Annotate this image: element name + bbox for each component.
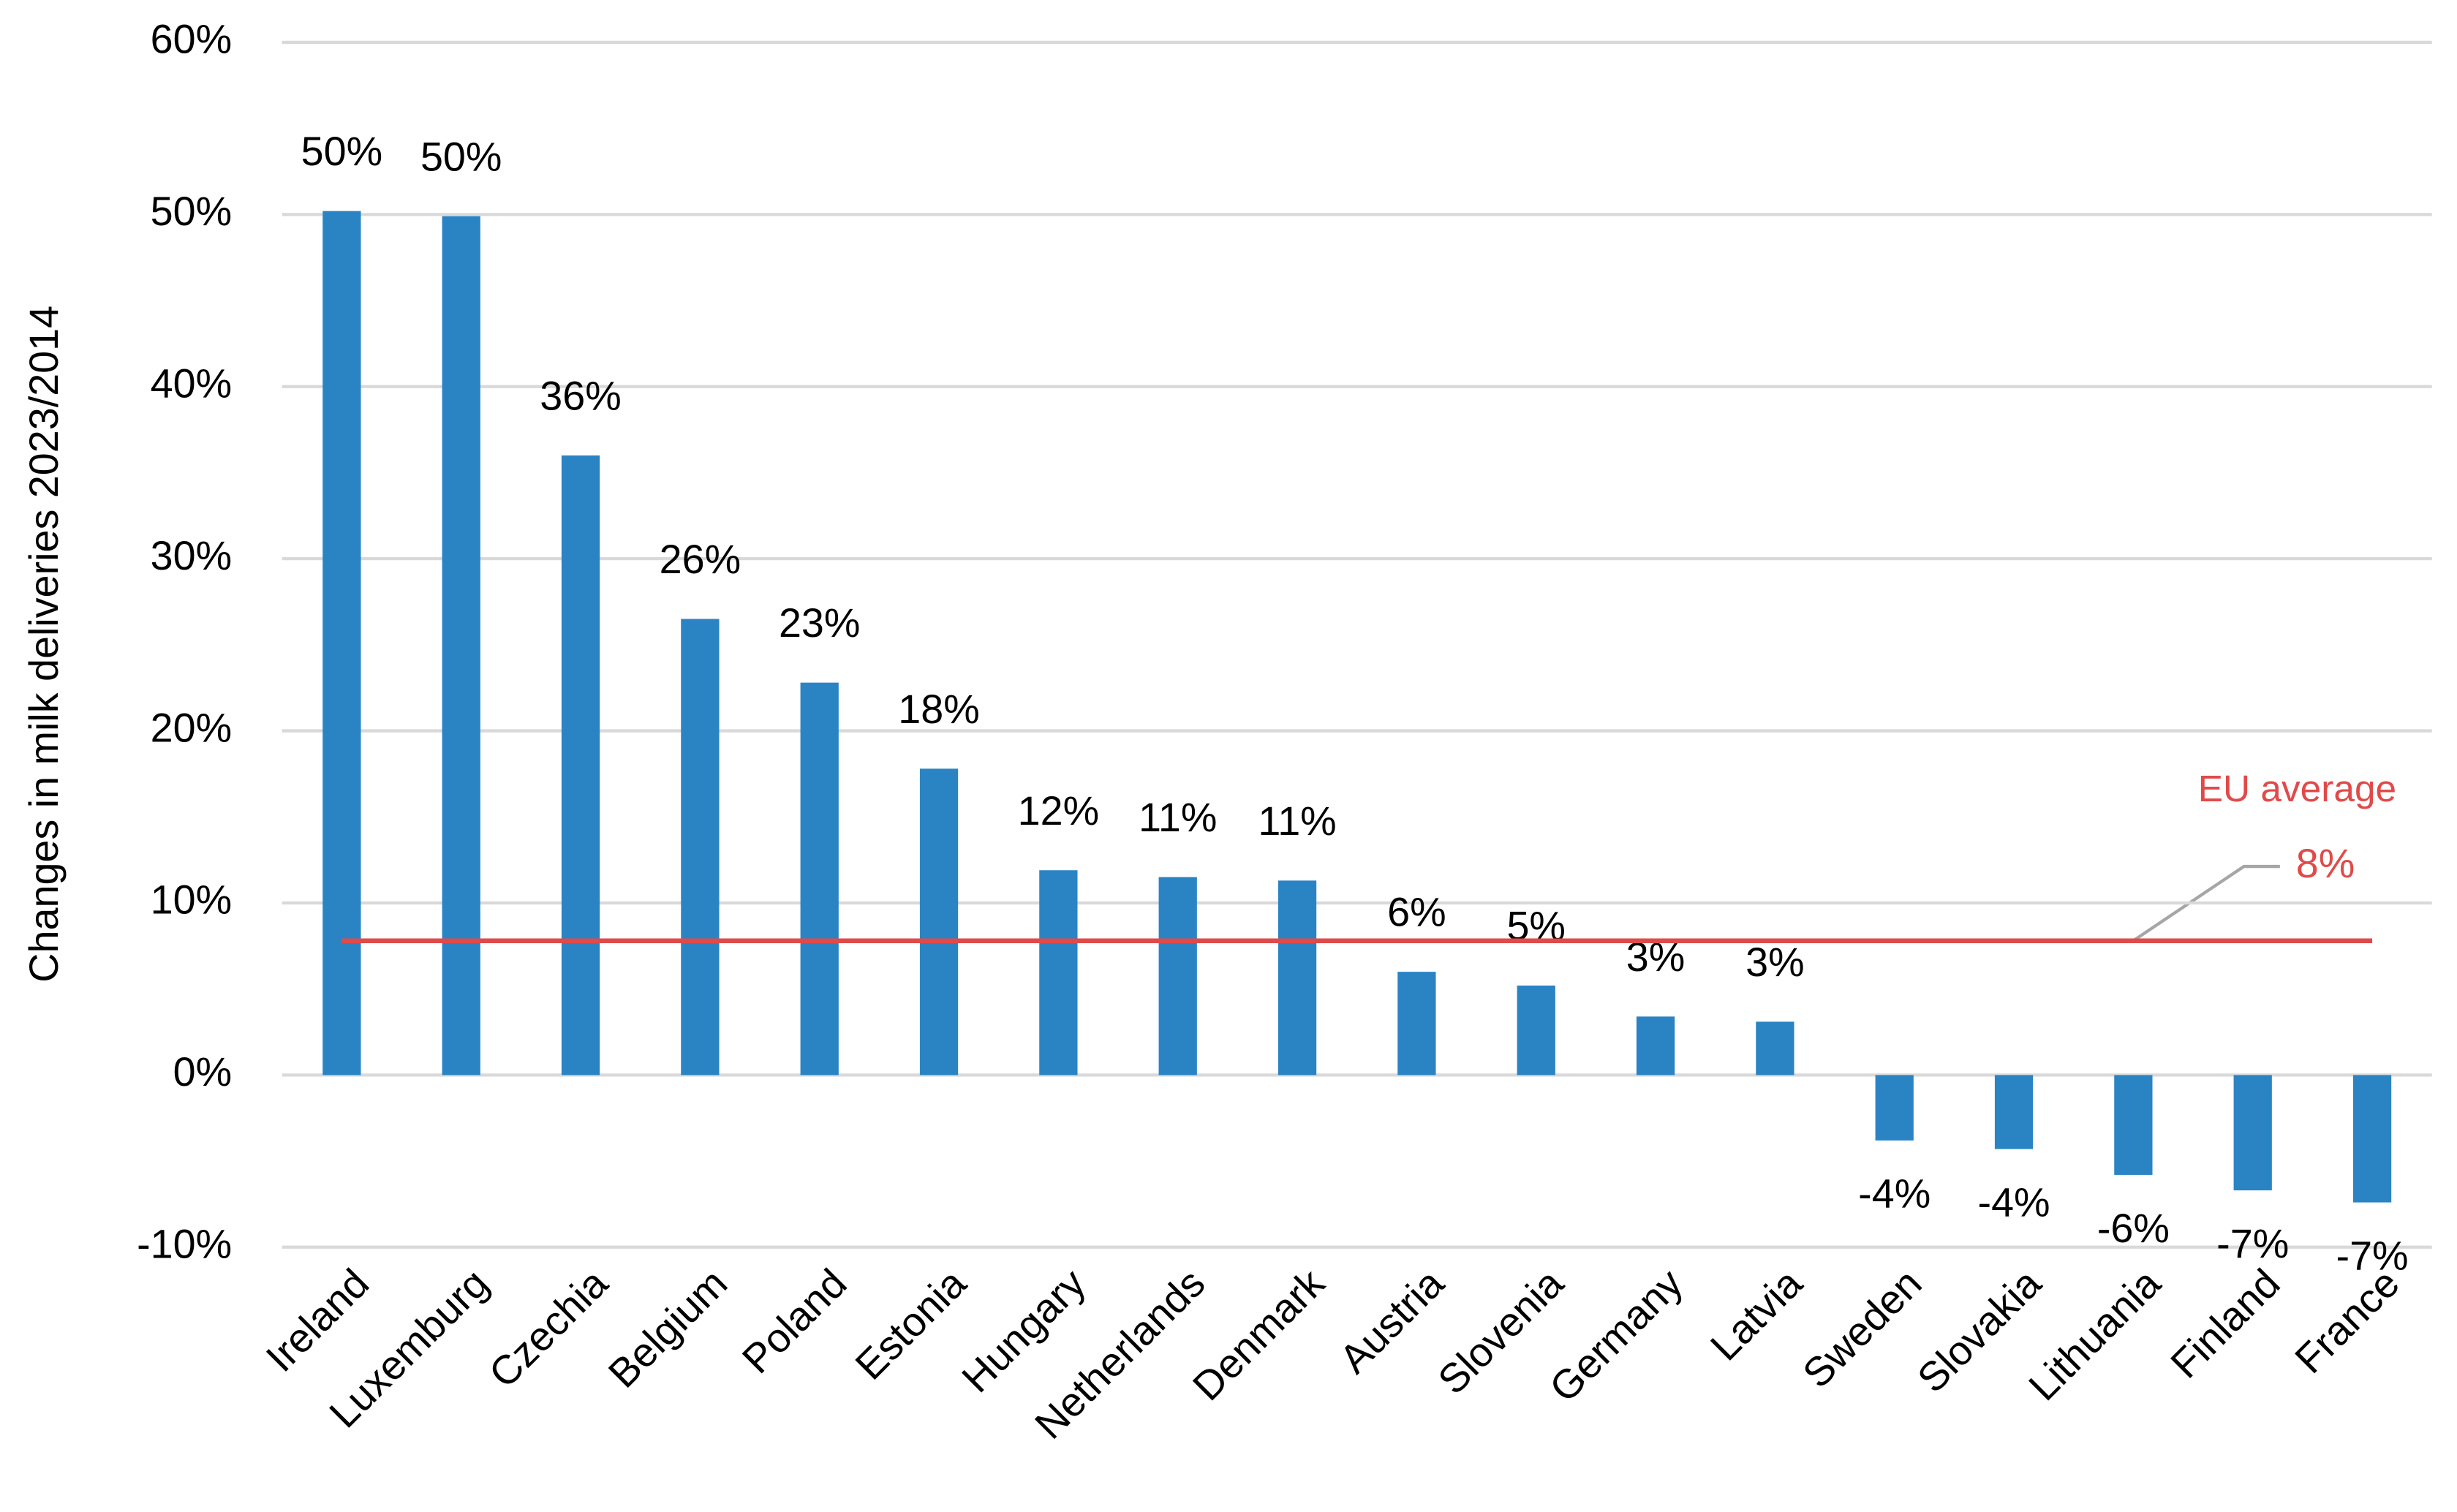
bar <box>561 455 600 1076</box>
data-label: -4% <box>1858 1171 1930 1217</box>
bar <box>1636 1016 1675 1076</box>
data-label: 6% <box>1387 890 1446 935</box>
y-axis-title: Changes in milk deliveries 2023/2014 <box>21 306 67 983</box>
x-tick-label: Sweden <box>1794 1260 1930 1396</box>
x-tick-label: Latvia <box>1702 1260 1811 1369</box>
bar <box>1517 985 1555 1076</box>
x-tick-label: France <box>2287 1260 2408 1382</box>
data-label: 50% <box>301 129 383 174</box>
bar <box>681 619 720 1076</box>
y-tick-label: 50% <box>151 189 233 234</box>
bar <box>442 216 480 1076</box>
y-tick-label: -10% <box>137 1222 232 1267</box>
bar <box>1397 972 1436 1076</box>
average-label: 8% <box>2296 841 2355 886</box>
data-label: 50% <box>420 134 502 179</box>
data-label: -7% <box>2336 1233 2409 1278</box>
y-tick-label: 10% <box>151 877 233 923</box>
y-tick-label: 60% <box>151 17 233 62</box>
y-tick-label: 20% <box>151 705 233 750</box>
leader-line <box>2133 864 2280 942</box>
bar <box>2352 1075 2392 1203</box>
data-label: 36% <box>540 373 621 418</box>
y-tick-label: 30% <box>151 533 233 578</box>
data-label: -7% <box>2216 1221 2289 1266</box>
data-label: 12% <box>1018 788 1100 834</box>
y-tick-label: 0% <box>173 1049 233 1095</box>
bar <box>919 768 959 1076</box>
x-tick-label: Czechia <box>480 1260 616 1396</box>
data-label: 3% <box>1745 940 1805 985</box>
data-label: -6% <box>2097 1206 2170 1251</box>
x-tick-label: Finland <box>2162 1260 2289 1387</box>
bar <box>800 682 839 1076</box>
x-tick-label: Poland <box>733 1260 855 1382</box>
bar <box>1756 1021 1794 1076</box>
average-name: EU average <box>2198 767 2396 809</box>
bar <box>1039 870 1078 1076</box>
x-tick-label: Lithuania <box>2020 1260 2170 1410</box>
data-label: 11% <box>1139 795 1217 840</box>
bar <box>1994 1075 2034 1149</box>
x-tick-label: Ireland <box>257 1260 377 1380</box>
bar <box>2233 1075 2272 1191</box>
x-tick-label: Belgium <box>600 1260 736 1396</box>
bar <box>1158 877 1197 1076</box>
data-label: 23% <box>779 600 861 646</box>
data-label: 26% <box>660 537 741 582</box>
bar <box>1277 880 1317 1076</box>
x-tick-label: Denmark <box>1184 1260 1333 1410</box>
bar <box>1875 1075 1914 1141</box>
y-tick-label: 40% <box>151 360 233 406</box>
data-label: 18% <box>898 687 980 732</box>
x-tick-label: Austria <box>1331 1260 1452 1382</box>
data-label: 11% <box>1258 798 1336 844</box>
bar <box>2114 1075 2153 1175</box>
x-tick-label: Germany <box>1541 1260 1691 1411</box>
bar <box>322 211 361 1076</box>
data-label: -4% <box>1978 1179 2050 1225</box>
